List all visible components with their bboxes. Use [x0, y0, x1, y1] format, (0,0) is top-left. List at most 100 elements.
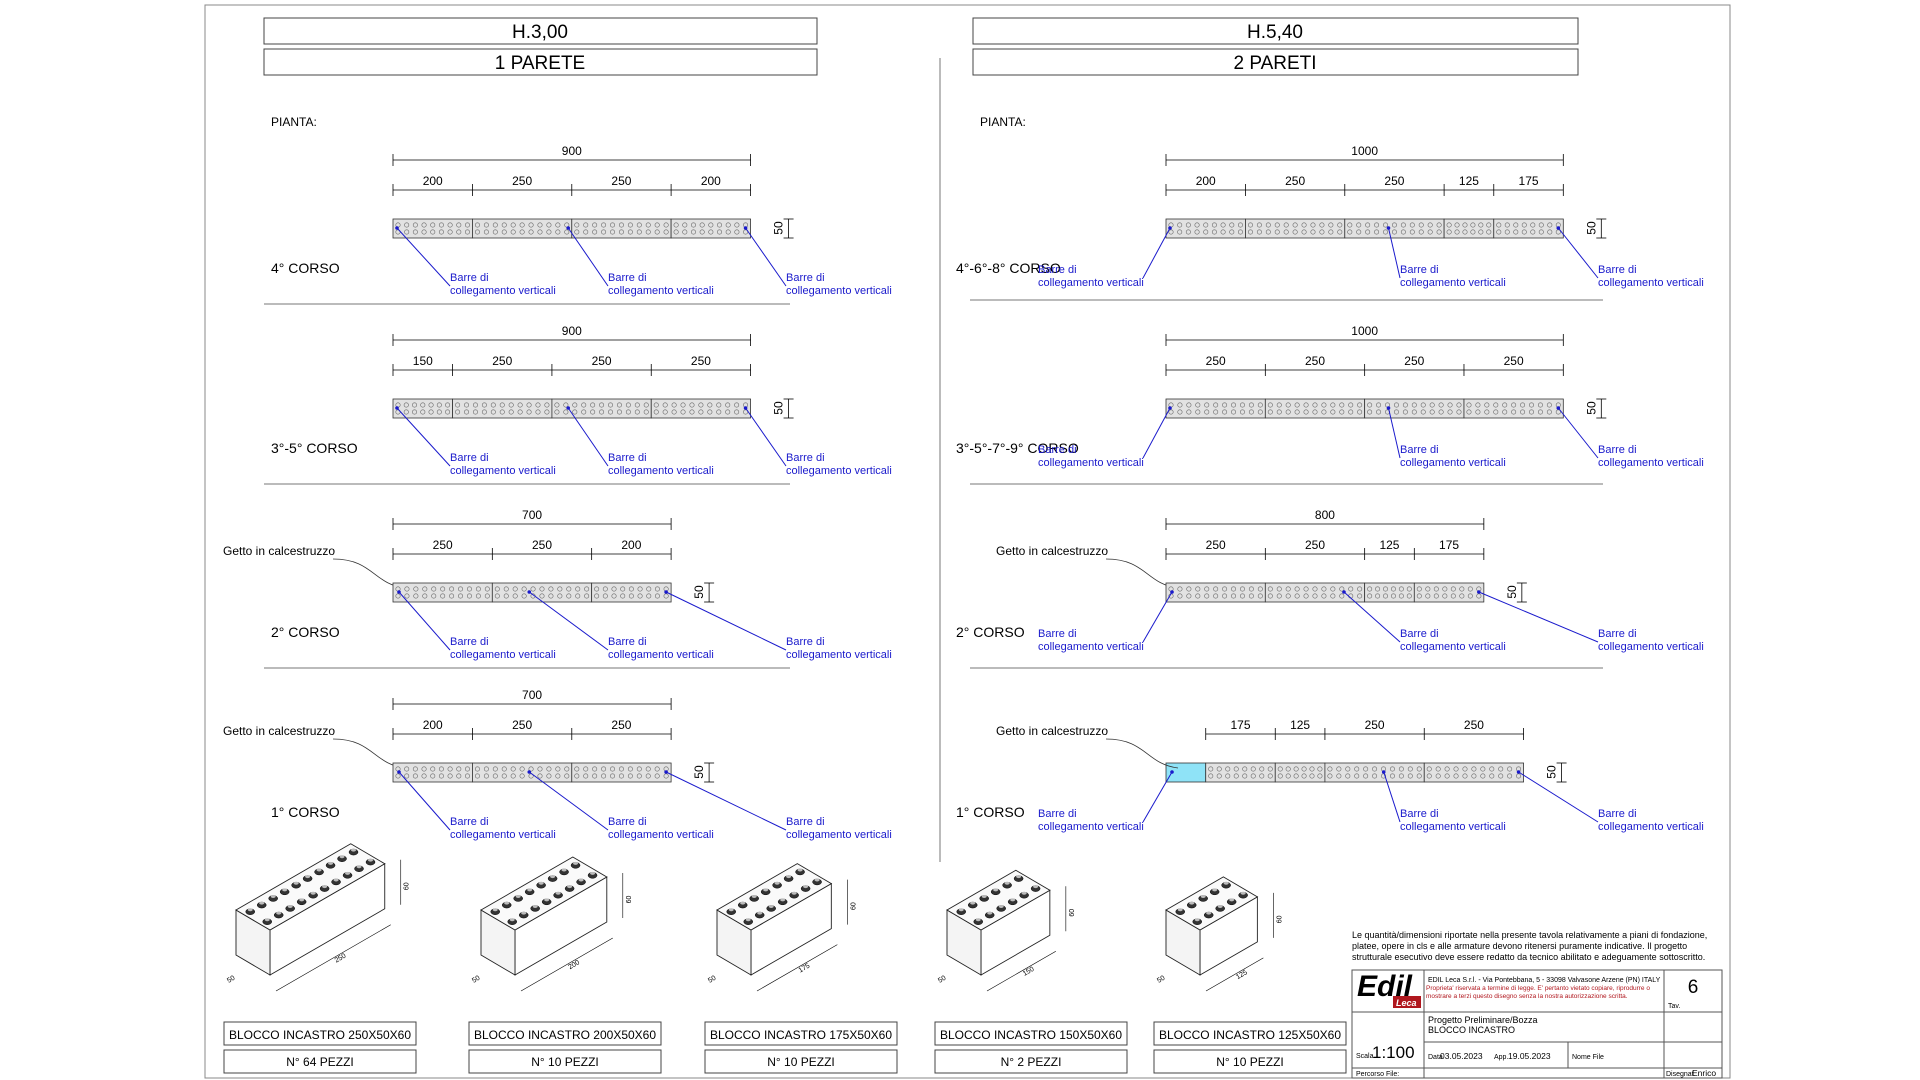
total-dimension-label: 900	[562, 324, 582, 338]
block-hole	[1267, 409, 1273, 415]
block-stud-top	[975, 918, 981, 922]
block-hole	[1480, 773, 1486, 779]
thickness-label: 50	[692, 765, 706, 779]
block-hole	[1247, 222, 1253, 228]
segment-dimension-label: 250	[1504, 354, 1524, 368]
block-hole	[440, 593, 446, 599]
course-label: 3°-5°-7°-9° CORSO	[956, 440, 1079, 456]
block-hole	[1442, 593, 1448, 599]
block-hole	[1435, 773, 1441, 779]
wall-block	[392, 398, 453, 419]
block-hole	[492, 766, 498, 772]
block-hole	[1444, 773, 1450, 779]
block-hole	[1538, 222, 1544, 228]
block-name-box	[1153, 1021, 1347, 1046]
wall-block	[1364, 582, 1415, 603]
block-hole	[557, 586, 563, 592]
block-hole	[1194, 229, 1200, 235]
block-hole	[1471, 766, 1477, 772]
block-hole	[1484, 409, 1490, 415]
block-hole	[608, 402, 614, 408]
block-hole	[555, 766, 561, 772]
thickness-label: 50	[1584, 221, 1598, 235]
block-hole	[689, 402, 695, 408]
block-hole	[1471, 773, 1477, 779]
block-hole	[1185, 229, 1191, 235]
block-hole	[1168, 409, 1174, 415]
block-hole	[1339, 409, 1345, 415]
total-dimension-label: 900	[562, 144, 582, 158]
block-hole	[1530, 229, 1536, 235]
wall-block	[1264, 582, 1366, 603]
block-pieces: N° 10 PEZZI	[1216, 1055, 1283, 1069]
block-hole	[431, 593, 437, 599]
file-label: Nome File	[1572, 1054, 1604, 1061]
block-hole	[483, 766, 489, 772]
block-hole	[546, 229, 552, 235]
block-hole	[546, 222, 552, 228]
rebar-label-line2: collegamento verticali	[1038, 641, 1144, 653]
block-hole	[1257, 402, 1263, 408]
rebar-leader	[567, 227, 609, 287]
wall-block	[1443, 218, 1495, 239]
block-stud-top	[1010, 898, 1016, 902]
block-hole	[1208, 766, 1214, 772]
block-hole	[1376, 409, 1382, 415]
block-hole	[636, 222, 642, 228]
rebar-label-line2: collegamento verticali	[786, 465, 892, 477]
block-hole	[528, 766, 534, 772]
segment-dimension-label: 175	[1439, 538, 1459, 552]
block-card-4: 150 50 60 BLOCCO INCASTRO 150X50X60 N° 2 PEZ…	[934, 869, 1128, 1074]
block-hole	[539, 593, 545, 599]
block-hole	[1303, 586, 1309, 592]
block-stud-top	[1212, 888, 1218, 892]
block-length-dim: 175	[798, 963, 812, 975]
segment-dimension-label: 250	[1206, 538, 1226, 552]
block-hole	[599, 409, 605, 415]
left-row-3: 700 250 250 200 Getto in calcestruzzo 50 2° CO…	[223, 508, 892, 661]
block-hole	[510, 773, 516, 779]
block-hole	[492, 222, 498, 228]
block-hole	[1363, 766, 1369, 772]
block-hole	[395, 593, 401, 599]
block-hole	[680, 402, 686, 408]
block-pieces-box	[468, 1049, 662, 1074]
block-hole	[1420, 402, 1426, 408]
block-hole	[1383, 593, 1389, 599]
block-stud-top	[345, 871, 351, 875]
block-hole	[1416, 766, 1422, 772]
wall-block	[472, 218, 573, 239]
block-hole	[1418, 222, 1424, 228]
block-name: BLOCCO INCASTRO 200X50X60	[474, 1028, 656, 1042]
block-stud-top	[282, 888, 288, 892]
block-width-dim: 50	[937, 975, 947, 985]
block-hole	[1425, 593, 1431, 599]
block-card-3: 175 50 60 BLOCCO INCASTRO 175X50X60 N° 10 PE…	[704, 863, 898, 1074]
rebar-label-line1: Barre di	[1400, 264, 1439, 276]
total-dimension-label: 700	[522, 688, 542, 702]
block-hole	[1330, 409, 1336, 415]
block-hole	[1285, 593, 1291, 599]
block-hole	[734, 402, 740, 408]
block-hole	[1462, 766, 1468, 772]
block-hole	[594, 593, 600, 599]
block-hole	[1438, 409, 1444, 415]
rebar-leader	[1557, 227, 1599, 279]
block-hole	[1312, 402, 1318, 408]
rebar-label-line2: collegamento verticali	[1038, 821, 1144, 833]
block-hole	[583, 773, 589, 779]
block-hole	[1357, 593, 1363, 599]
scale-value: 1:100	[1372, 1043, 1415, 1062]
block-hole	[1301, 222, 1307, 228]
block-hole	[698, 402, 704, 408]
block-hole	[610, 229, 616, 235]
block-hole	[594, 586, 600, 592]
block-hole	[438, 229, 444, 235]
block-stud-top	[538, 881, 544, 885]
block-hole	[654, 586, 660, 592]
block-hole	[1450, 586, 1456, 592]
block-hole	[1398, 593, 1404, 599]
block-hole	[1294, 409, 1300, 415]
block-hole	[646, 593, 652, 599]
block-hole	[707, 402, 713, 408]
